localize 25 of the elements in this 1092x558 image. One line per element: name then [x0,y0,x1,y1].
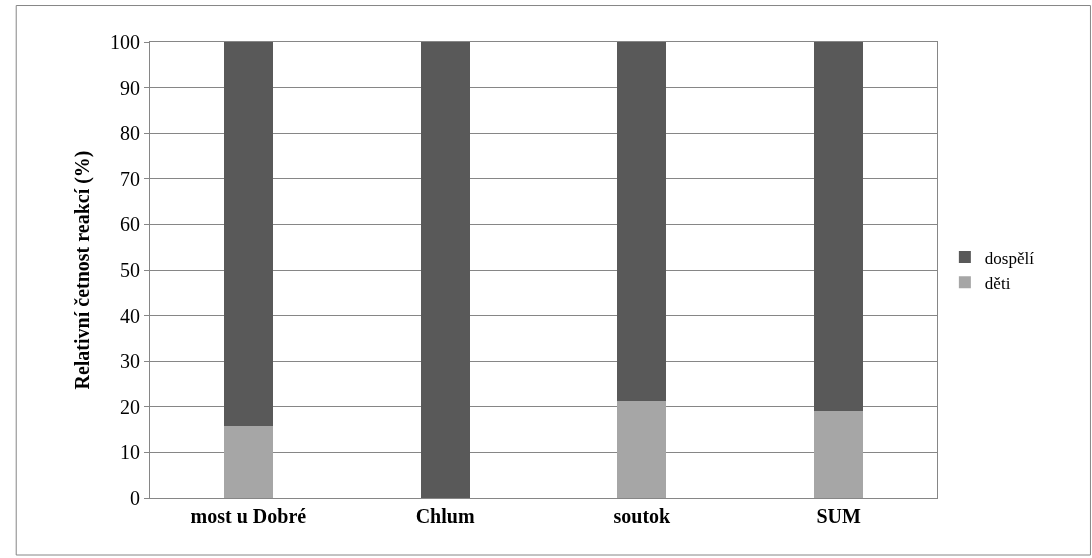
y-tick-label: 50 [120,259,140,281]
bar [223,42,273,426]
bar [814,42,864,411]
x-tick-label: most u Dobré [190,505,307,527]
y-tick-label: 90 [120,76,140,99]
y-axis-title: Relativní četnost reakcí (%) [70,150,94,390]
bar [223,425,273,498]
y-tick-label: 0 [130,487,140,509]
y-tick-label: 40 [120,304,140,327]
bar [814,410,864,498]
y-tick-label: 20 [120,395,140,418]
y-tick-label: 80 [120,122,140,145]
y-tick-label: 100 [110,31,140,53]
y-tick-label: 60 [120,213,140,236]
bar [420,42,470,498]
y-tick-label: 10 [120,441,140,464]
legend-label: dospělí [984,248,1035,268]
x-tick-label: SUM [816,505,861,527]
y-tick-label: 30 [120,350,140,373]
bar [617,400,667,498]
x-tick-label: soutok [613,505,672,527]
x-tick-label: Chlum [415,505,475,527]
y-tick-label: 70 [120,167,140,190]
legend-label: děti [984,273,1011,293]
bar [617,42,667,401]
